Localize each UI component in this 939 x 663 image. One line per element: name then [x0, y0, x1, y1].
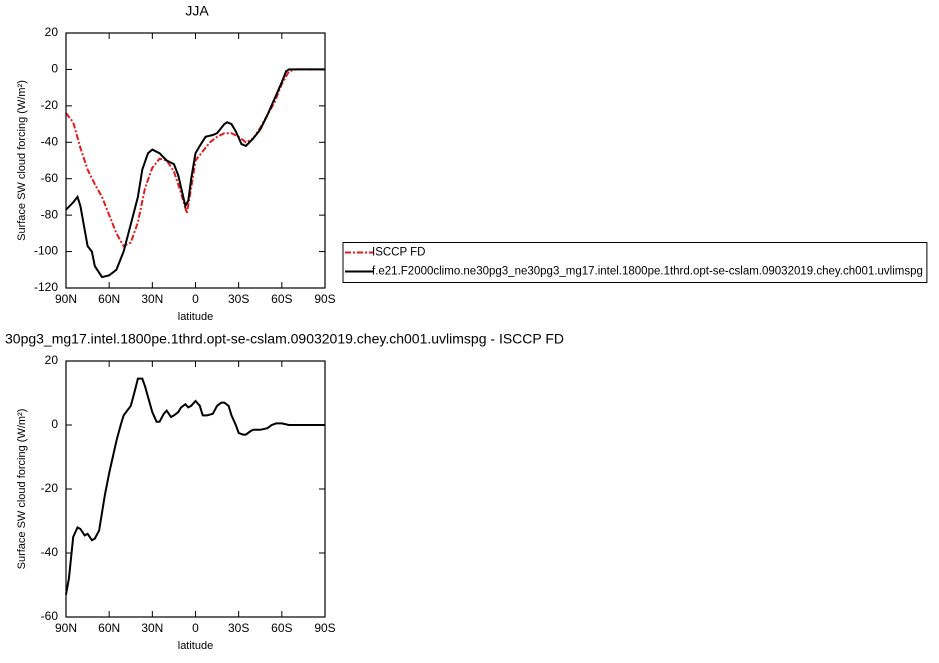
y-tick-label: -80	[41, 207, 59, 221]
y-tick-label: -40	[41, 134, 59, 148]
y-tick-label: -60	[41, 609, 59, 623]
x-tick-label: 60S	[271, 621, 292, 635]
x-tick-label: 60S	[271, 292, 292, 306]
x-tick-label: 0	[192, 292, 199, 306]
y-tick-label: -100	[34, 244, 58, 258]
y-axis-label: Surface SW cloud forcing (W/m²)	[16, 80, 28, 241]
y-tick-label: -120	[34, 280, 58, 294]
y-tick-label: -20	[41, 481, 59, 495]
x-tick-label: 60N	[98, 621, 120, 635]
x-tick-label: 0	[192, 621, 199, 635]
x-tick-label: 90S	[314, 621, 335, 635]
x-tick-label: 90N	[55, 621, 77, 635]
x-axis-label: latitude	[178, 311, 213, 323]
y-tick-label: 0	[51, 417, 58, 431]
data-line	[65, 377, 325, 595]
plot-frame	[65, 360, 326, 618]
legend-frame	[342, 242, 928, 283]
x-tick-label: 60N	[98, 292, 120, 306]
y-tick-label: -20	[41, 98, 59, 112]
y-tick-label: -40	[41, 545, 59, 559]
x-tick-label: 30S	[228, 292, 249, 306]
x-tick-label: 30N	[141, 621, 163, 635]
y-tick-label: 20	[45, 353, 59, 367]
x-tick-label: 90S	[314, 292, 335, 306]
chart-title: 30pg3_mg17.intel.1800pe.1thrd.opt-se-csl…	[5, 331, 564, 347]
x-tick-label: 30N	[141, 292, 163, 306]
legend: ISCCP FD f.e21.F2000climo.ne30pg3_ne30pg3…	[342, 242, 928, 283]
y-tick-label: 0	[51, 62, 58, 76]
y-tick-label: -60	[41, 171, 59, 185]
chart-title: JJA	[185, 3, 209, 19]
x-axis-label: latitude	[178, 640, 213, 652]
legend-label: ISCCP FD	[372, 247, 425, 259]
x-tick-label: 90N	[55, 292, 77, 306]
y-axis-label: Surface SW cloud forcing (W/m²)	[16, 409, 28, 570]
data-line	[65, 68, 325, 279]
x-tick-label: 30S	[228, 621, 249, 635]
y-tick-label: 20	[45, 25, 59, 39]
legend-label: f.e21.F2000climo.ne30pg3_ne30pg3_mg17.in…	[372, 266, 923, 278]
plot-frame	[65, 32, 326, 289]
